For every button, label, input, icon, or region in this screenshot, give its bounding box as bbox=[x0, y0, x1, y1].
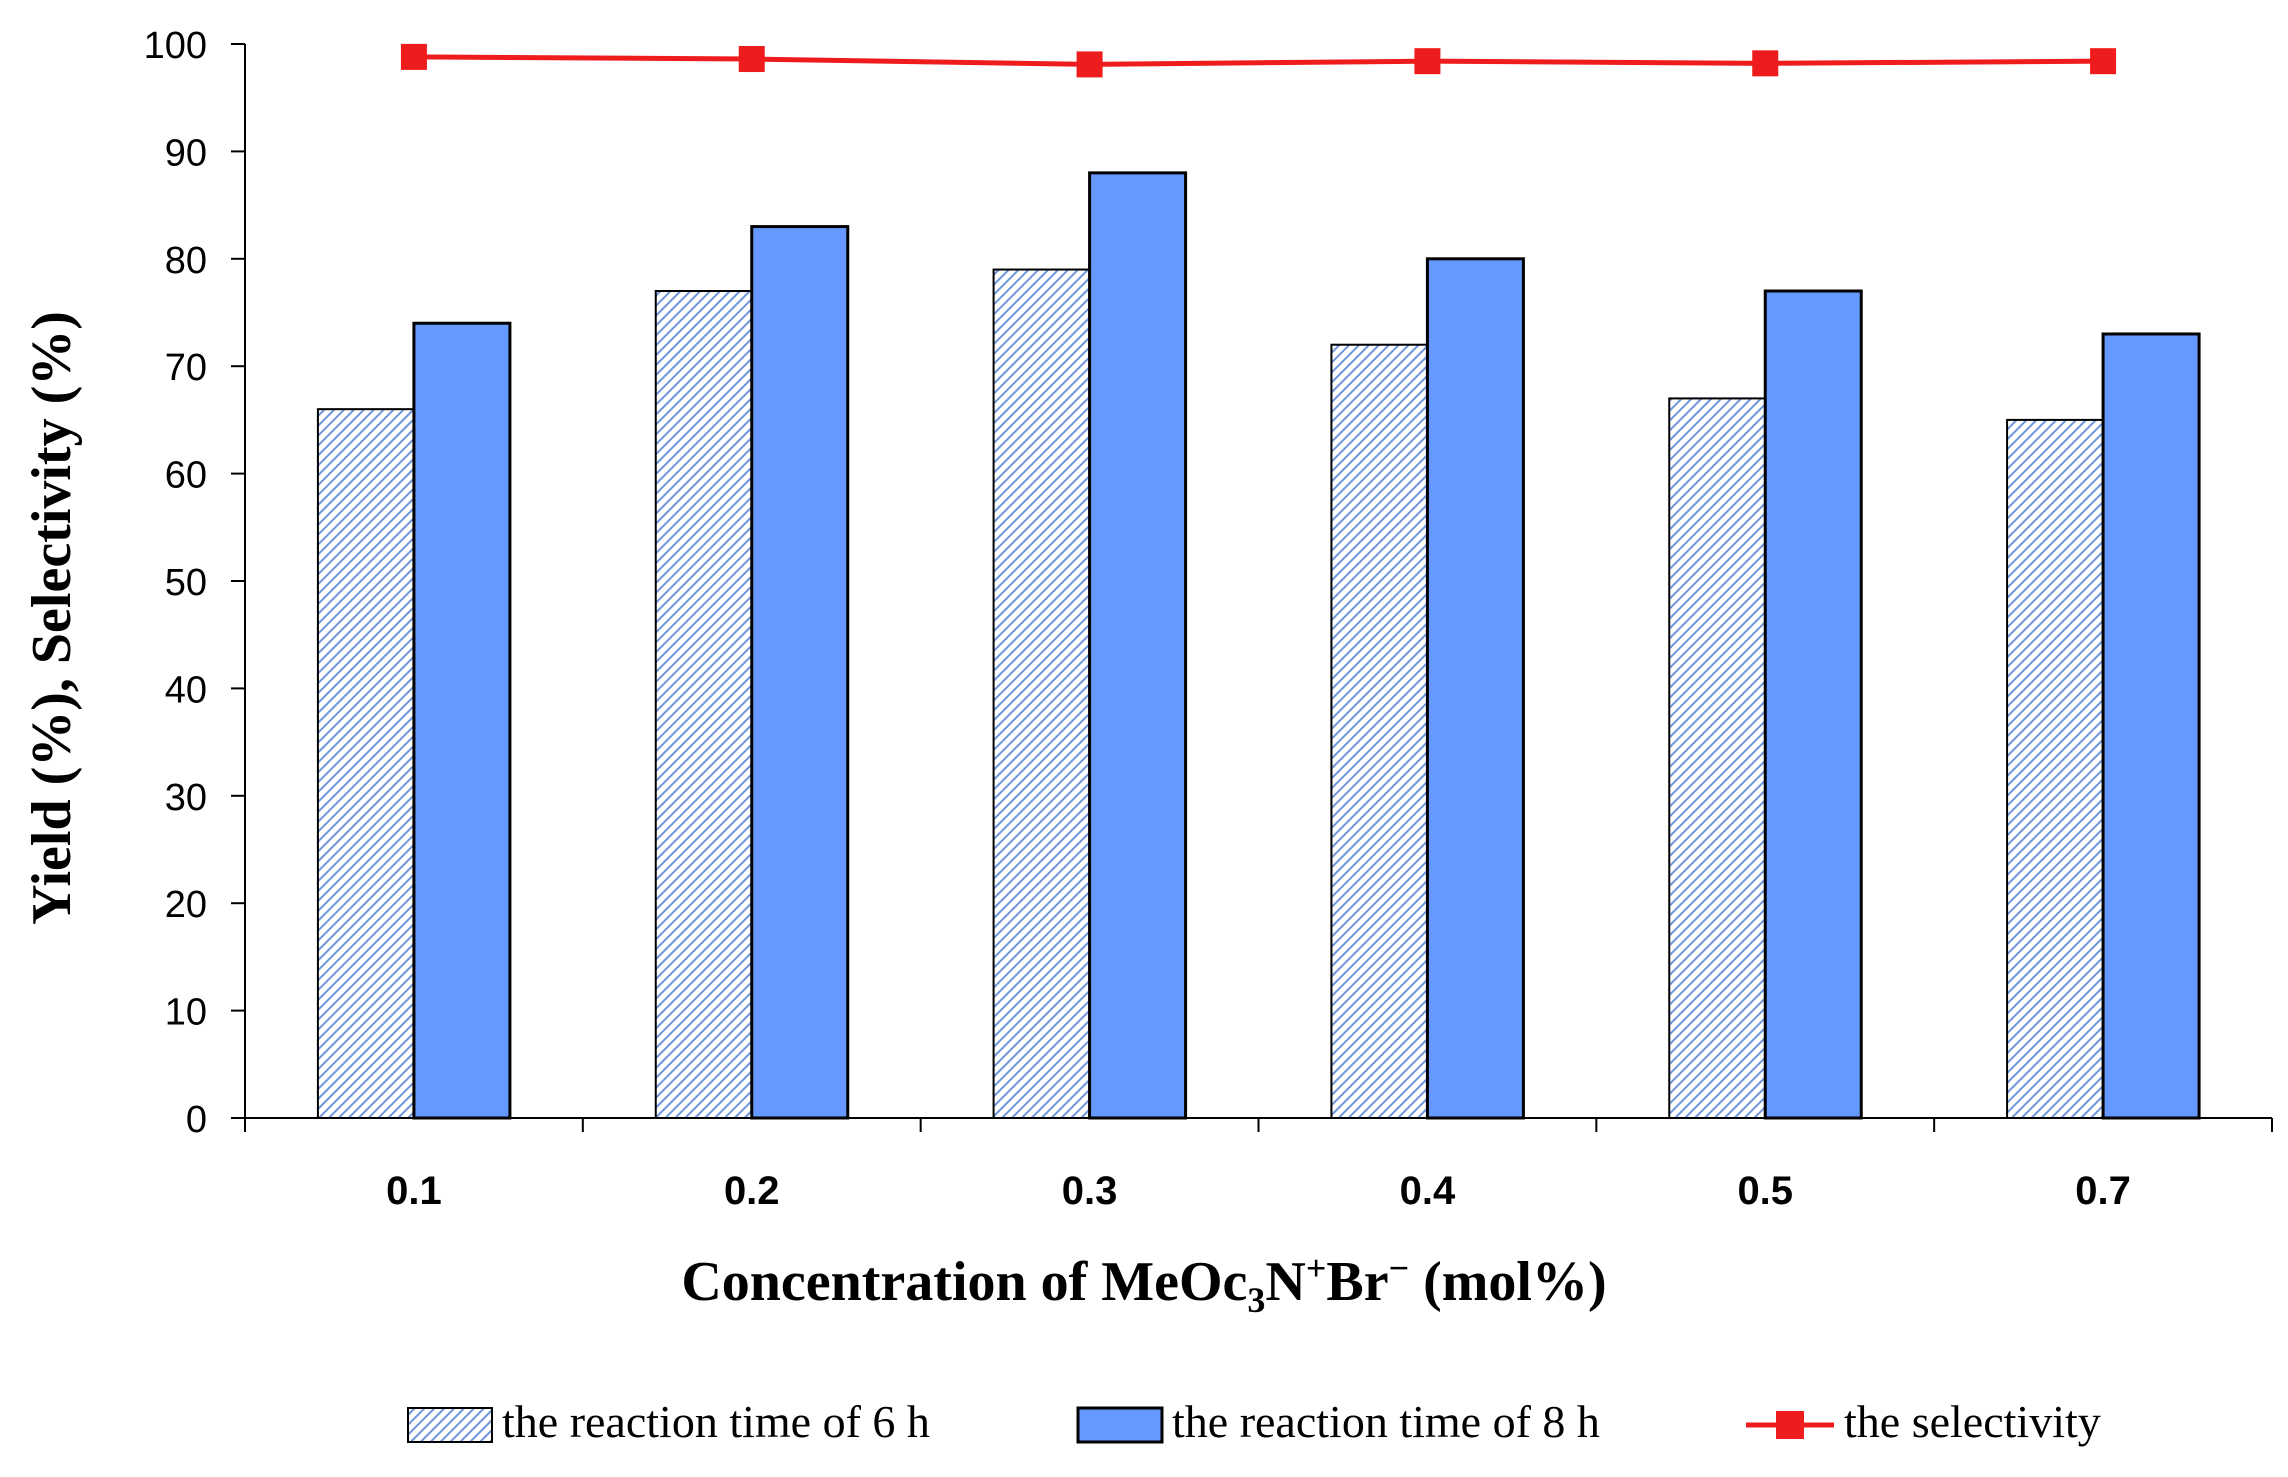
y-tick-label: 30 bbox=[165, 777, 207, 819]
x-axis-title-mid1: N bbox=[1265, 1251, 1305, 1313]
y-tick-label: 70 bbox=[165, 347, 207, 389]
x-axis-title-sub: 3 bbox=[1247, 1280, 1265, 1320]
x-axis-title-sup1: + bbox=[1306, 1248, 1327, 1288]
legend-label-6h: the reaction time of 6 h bbox=[502, 1396, 930, 1447]
selectivity-marker bbox=[1076, 51, 1103, 78]
selectivity-marker bbox=[1414, 48, 1441, 75]
x-tick-label: 0.5 bbox=[1737, 1169, 1793, 1213]
y-ticks: 0 10 20 30 40 50 60 70 80 90 100 bbox=[144, 25, 245, 1141]
y-tick-label: 0 bbox=[186, 1099, 207, 1141]
x-tick-label: 0.3 bbox=[1062, 1169, 1118, 1213]
axes bbox=[244, 44, 2272, 1119]
y-tick-label: 60 bbox=[165, 455, 207, 497]
legend-swatch-8h bbox=[1076, 1406, 1164, 1444]
y-axis-title: Yield (%), Selectivity (%) bbox=[21, 311, 83, 925]
y-tick-label: 90 bbox=[165, 132, 207, 174]
bar-6h bbox=[992, 268, 1091, 1120]
bar-6h bbox=[1668, 397, 1767, 1120]
selectivity-line bbox=[413, 54, 2104, 67]
selectivity-marker bbox=[738, 46, 765, 73]
x-tick-label: 0.7 bbox=[2075, 1169, 2131, 1213]
y-tick-label: 20 bbox=[165, 884, 207, 926]
bar-8h bbox=[1763, 289, 1863, 1120]
y-tick-label: 80 bbox=[165, 240, 207, 282]
bars bbox=[316, 171, 2201, 1120]
y-tick-label: 10 bbox=[165, 992, 207, 1034]
bar-6h bbox=[2006, 418, 2105, 1119]
y-tick-label: 50 bbox=[165, 562, 207, 604]
x-tick-label: 0.1 bbox=[386, 1169, 442, 1213]
legend-swatch-6h bbox=[407, 1407, 493, 1443]
x-axis-title-mid2: Br bbox=[1326, 1251, 1388, 1313]
y-tick-label: 100 bbox=[144, 25, 207, 67]
bar-6h bbox=[654, 290, 753, 1119]
x-axis-title-suffix: (mol%) bbox=[1409, 1251, 1607, 1313]
legend-swatch-selectivity-marker bbox=[1776, 1411, 1804, 1439]
bar-6h bbox=[316, 408, 415, 1120]
x-axis-title-prefix: Concentration of MeOc bbox=[681, 1251, 1247, 1313]
bar-8h bbox=[2101, 332, 2201, 1120]
selectivity-marker bbox=[400, 43, 427, 70]
x-axis-title-sup2: − bbox=[1389, 1248, 1410, 1288]
selectivity-series bbox=[400, 43, 2117, 78]
legend-label-selectivity: the selectivity bbox=[1844, 1396, 2101, 1447]
bar-6h bbox=[1330, 343, 1429, 1120]
bar-8h bbox=[1425, 257, 1525, 1120]
selectivity-marker bbox=[2090, 48, 2117, 75]
bar-8h bbox=[412, 321, 512, 1120]
y-tick-label: 40 bbox=[165, 669, 207, 711]
x-tick-label: 0.2 bbox=[724, 1169, 780, 1213]
x-tick-label: 0.4 bbox=[1400, 1169, 1456, 1213]
selectivity-marker bbox=[1752, 50, 1779, 77]
x-ticks: 0.1 0.2 0.3 0.4 0.5 0.7 bbox=[244, 1118, 2273, 1213]
bar-8h bbox=[750, 225, 850, 1120]
x-axis-title: Concentration of MeOc3N+Br− (mol%) bbox=[681, 1248, 1606, 1320]
legend-label-8h: the reaction time of 8 h bbox=[1172, 1396, 1600, 1447]
legend: the reaction time of 6 h the reaction ti… bbox=[407, 1396, 2101, 1447]
bar-8h bbox=[1088, 171, 1188, 1120]
